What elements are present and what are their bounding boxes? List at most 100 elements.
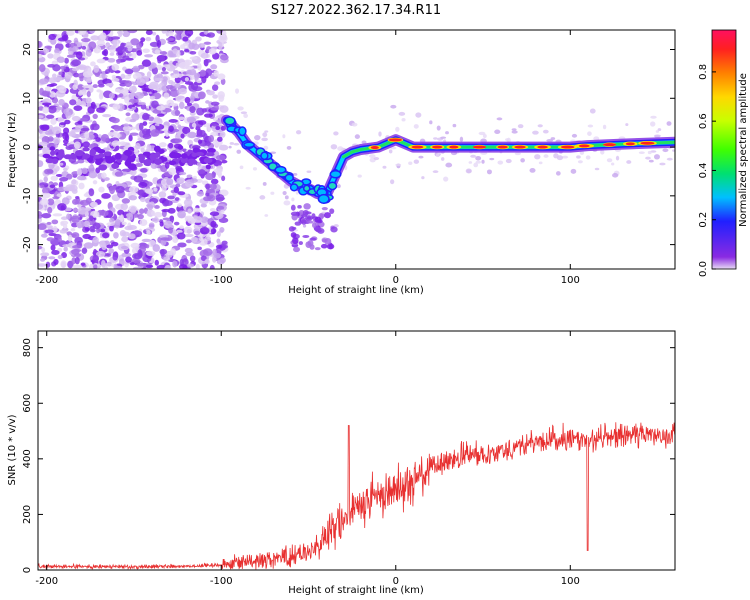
noise-blob (174, 83, 181, 89)
noise-blob (212, 94, 218, 99)
noise-blob (50, 175, 59, 181)
spectrogram-y-tick-label: 20 (22, 43, 33, 56)
noise-blob (38, 53, 43, 59)
noise-blob (100, 228, 106, 233)
noise-blob (92, 180, 98, 185)
noise-blob (172, 260, 178, 268)
noise-blob (54, 48, 60, 54)
noise-blob (181, 153, 188, 159)
noise-blob (473, 162, 479, 168)
noise-blob (105, 82, 114, 87)
noise-blob (110, 117, 120, 124)
noise-blob (71, 179, 77, 185)
noise-blob (73, 72, 80, 78)
noise-blob (193, 215, 198, 220)
noise-blob (306, 170, 312, 173)
noise-blob (101, 50, 107, 56)
noise-blob (79, 101, 86, 105)
noise-blob (179, 225, 184, 230)
noise-blob (468, 161, 473, 164)
ridge-blob (327, 181, 338, 191)
noise-blob (80, 262, 86, 266)
noise-blob (220, 131, 226, 138)
noise-blob (192, 147, 200, 153)
noise-blob (129, 132, 139, 136)
noise-blob (142, 128, 150, 136)
noise-blob (537, 124, 543, 128)
noise-blob (81, 38, 91, 43)
noise-blob (73, 37, 79, 45)
snr-plot-area (38, 331, 675, 570)
noise-blob (53, 258, 59, 266)
noise-blob (517, 124, 524, 129)
noise-blob (290, 204, 296, 211)
noise-blob (199, 226, 210, 235)
noise-blob (76, 175, 87, 181)
spectrogram-y-tick-label: 0 (22, 144, 33, 150)
ridge-peak (497, 145, 508, 149)
noise-blob (585, 155, 591, 160)
noise-blob (314, 216, 322, 223)
noise-blob (172, 152, 182, 159)
noise-blob (138, 181, 148, 189)
noise-blob (73, 141, 81, 149)
noise-blob (202, 248, 213, 256)
noise-blob (41, 247, 46, 253)
noise-blob (98, 186, 105, 193)
noise-blob (208, 48, 217, 55)
noise-blob (51, 219, 59, 225)
noise-blob (210, 220, 217, 228)
noise-blob (214, 81, 221, 86)
noise-blob (211, 123, 219, 127)
noise-blob (175, 183, 181, 188)
noise-blob (102, 114, 112, 118)
ridge-peak (411, 145, 424, 149)
noise-blob (132, 72, 142, 80)
noise-blob (177, 191, 186, 196)
noise-blob (38, 263, 47, 267)
ridge-blob (317, 193, 330, 204)
noise-blob (114, 88, 121, 93)
noise-blob (66, 30, 75, 36)
noise-blob (589, 108, 596, 114)
noise-blob (63, 186, 73, 192)
noise-blob (220, 54, 229, 61)
noise-blob (189, 106, 196, 113)
noise-blob (75, 51, 83, 59)
noise-blob (587, 124, 594, 128)
noise-blob (184, 215, 193, 220)
noise-blob (62, 131, 69, 140)
noise-blob (153, 211, 163, 218)
ridge-blob (223, 116, 236, 126)
noise-blob (291, 197, 295, 202)
noise-blob (38, 64, 46, 73)
noise-blob (193, 72, 201, 79)
noise-blob (204, 141, 212, 147)
noise-blob (210, 107, 219, 111)
noise-blob (59, 162, 64, 166)
noise-blob (145, 37, 152, 42)
noise-blob (38, 115, 44, 119)
noise-blob (168, 50, 174, 58)
noise-blob (101, 71, 106, 79)
noise-blob (264, 130, 269, 133)
noise-blob (95, 159, 102, 166)
noise-blob (107, 131, 114, 137)
noise-blob (125, 256, 133, 263)
noise-blob (117, 209, 125, 216)
noise-blob (187, 158, 196, 163)
noise-blob (145, 30, 153, 36)
noise-blob (89, 263, 94, 269)
noise-blob (109, 225, 114, 232)
noise-blob (83, 242, 94, 249)
noise-blob (169, 89, 180, 98)
noise-blob (57, 40, 62, 44)
noise-blob (184, 233, 194, 238)
noise-blob (63, 108, 74, 116)
noise-blob (131, 106, 136, 110)
noise-blob (154, 151, 161, 158)
noise-blob (161, 208, 170, 213)
noise-blob (177, 210, 186, 219)
noise-blob (82, 233, 92, 240)
noise-blob (71, 59, 81, 67)
